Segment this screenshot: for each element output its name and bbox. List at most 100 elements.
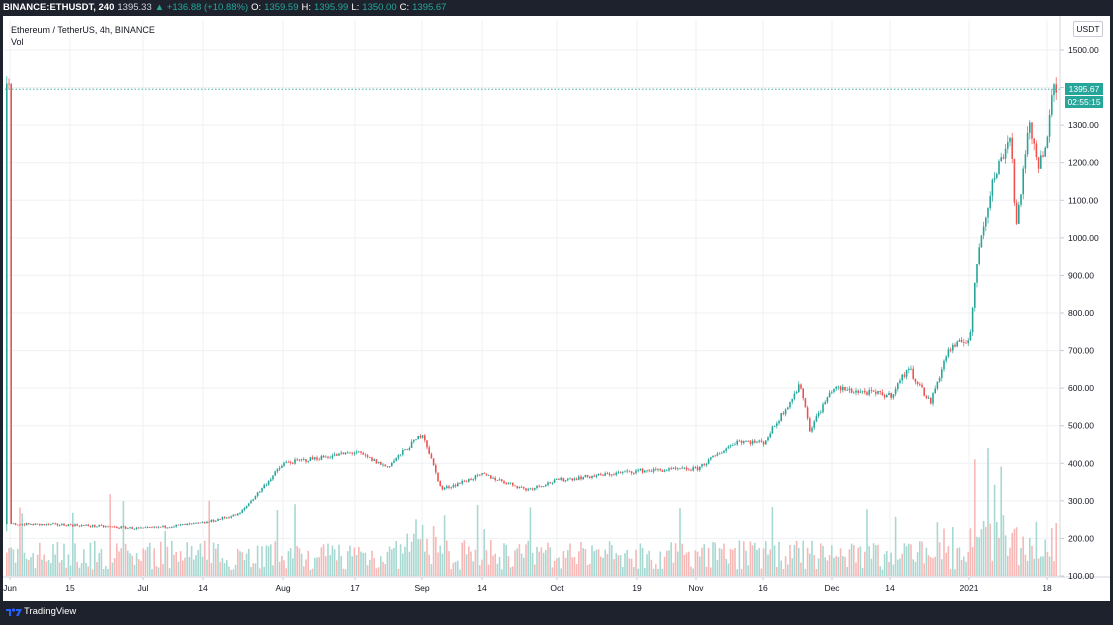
candle-body — [28, 523, 30, 525]
volume-bar — [685, 552, 688, 576]
candle-body — [661, 470, 664, 472]
candle-body — [701, 464, 703, 467]
volume-bar — [569, 543, 571, 576]
volume-bar — [23, 552, 26, 576]
candle-body — [344, 452, 347, 455]
volume-bar — [553, 560, 556, 576]
candle-body — [646, 470, 648, 472]
volume-bar — [375, 568, 378, 576]
volume-bar — [668, 550, 670, 576]
volume-bar — [386, 551, 389, 576]
candle-body — [721, 452, 723, 454]
candle-body — [734, 444, 736, 446]
volume-bar — [727, 563, 730, 576]
candle-body — [589, 476, 591, 478]
volume-bar — [305, 559, 307, 576]
candle-body — [395, 457, 397, 461]
volume-bar — [234, 564, 237, 576]
candle-body — [648, 470, 650, 472]
candle-body — [243, 508, 246, 511]
y-tick-label: 1300.00 — [1068, 120, 1099, 130]
volume-bar — [641, 547, 644, 576]
volume-bar — [747, 565, 749, 576]
candle-body — [985, 217, 987, 227]
candle-body — [439, 481, 441, 486]
volume-bar — [210, 562, 213, 576]
volume-bar — [320, 547, 323, 576]
volume-bar — [468, 546, 470, 576]
volume-bar — [366, 565, 369, 576]
candle-body — [756, 441, 758, 443]
volume-bar — [591, 545, 593, 576]
candle-body — [683, 467, 686, 469]
candle-body — [415, 439, 417, 441]
tradingview-brand[interactable]: TradingView — [24, 606, 77, 617]
volume-bar — [307, 550, 309, 576]
candle-body — [564, 480, 567, 482]
candle-body — [1002, 157, 1005, 159]
candle-body — [364, 454, 367, 456]
volume-bar — [804, 568, 807, 576]
volume-bar — [855, 562, 857, 576]
volume-bar — [83, 549, 85, 576]
volume-bar — [173, 554, 175, 576]
candle-body — [516, 486, 518, 489]
currency-button[interactable]: USDT — [1073, 21, 1103, 37]
candle-body — [116, 526, 118, 528]
low-label: L: — [351, 2, 360, 13]
volume-bar — [347, 551, 349, 576]
volume-bar — [835, 556, 837, 576]
volume-bar — [333, 549, 336, 576]
candle-body — [567, 478, 569, 481]
volume-bar — [32, 553, 34, 576]
candle-body — [822, 404, 824, 413]
tradingview-logo-icon[interactable] — [6, 605, 22, 617]
volume-bar — [1011, 532, 1013, 576]
candle-body — [861, 390, 864, 392]
volume-bar — [85, 562, 87, 576]
candle-body — [769, 433, 771, 438]
candle-body — [672, 467, 675, 469]
candle-body — [802, 388, 804, 399]
candle-body — [540, 486, 543, 488]
candle-body — [113, 526, 116, 528]
volume-bar — [465, 554, 468, 576]
volume-bar — [296, 545, 298, 576]
volume-bar — [461, 542, 463, 576]
volume-bar — [738, 540, 741, 576]
x-tick-label: 14 — [885, 583, 895, 593]
candle-body — [10, 84, 12, 524]
volume-bar — [10, 547, 12, 576]
candle-body — [842, 386, 844, 391]
candle-body — [452, 484, 455, 488]
candle-body — [604, 473, 606, 476]
volume-bar — [952, 526, 954, 576]
volume-bar — [204, 540, 206, 576]
candle-body — [615, 472, 617, 475]
volume-bar — [65, 567, 67, 576]
volume-bar — [868, 546, 870, 576]
candle-body — [859, 391, 862, 393]
volume-bar — [476, 504, 479, 576]
volume-bar — [424, 551, 426, 576]
candle-body — [809, 418, 811, 432]
candle-body — [780, 413, 782, 421]
volume-bar — [901, 553, 903, 576]
volume-indicator-label[interactable]: Vol — [11, 37, 24, 47]
volume-bar — [171, 540, 173, 576]
volume-bar — [201, 556, 204, 576]
candle-body — [725, 448, 727, 451]
volume-bar — [496, 563, 499, 576]
candle-body — [1004, 148, 1007, 159]
volume-bar — [186, 542, 188, 576]
candle-body — [47, 523, 50, 525]
candle-body — [184, 524, 186, 526]
volume-bar — [351, 556, 353, 576]
volume-bar — [263, 566, 265, 576]
volume-bar — [947, 546, 950, 576]
volume-bar — [545, 549, 547, 576]
candle-body — [307, 461, 309, 462]
volume-bar — [826, 560, 829, 576]
volume-bar — [963, 556, 965, 576]
